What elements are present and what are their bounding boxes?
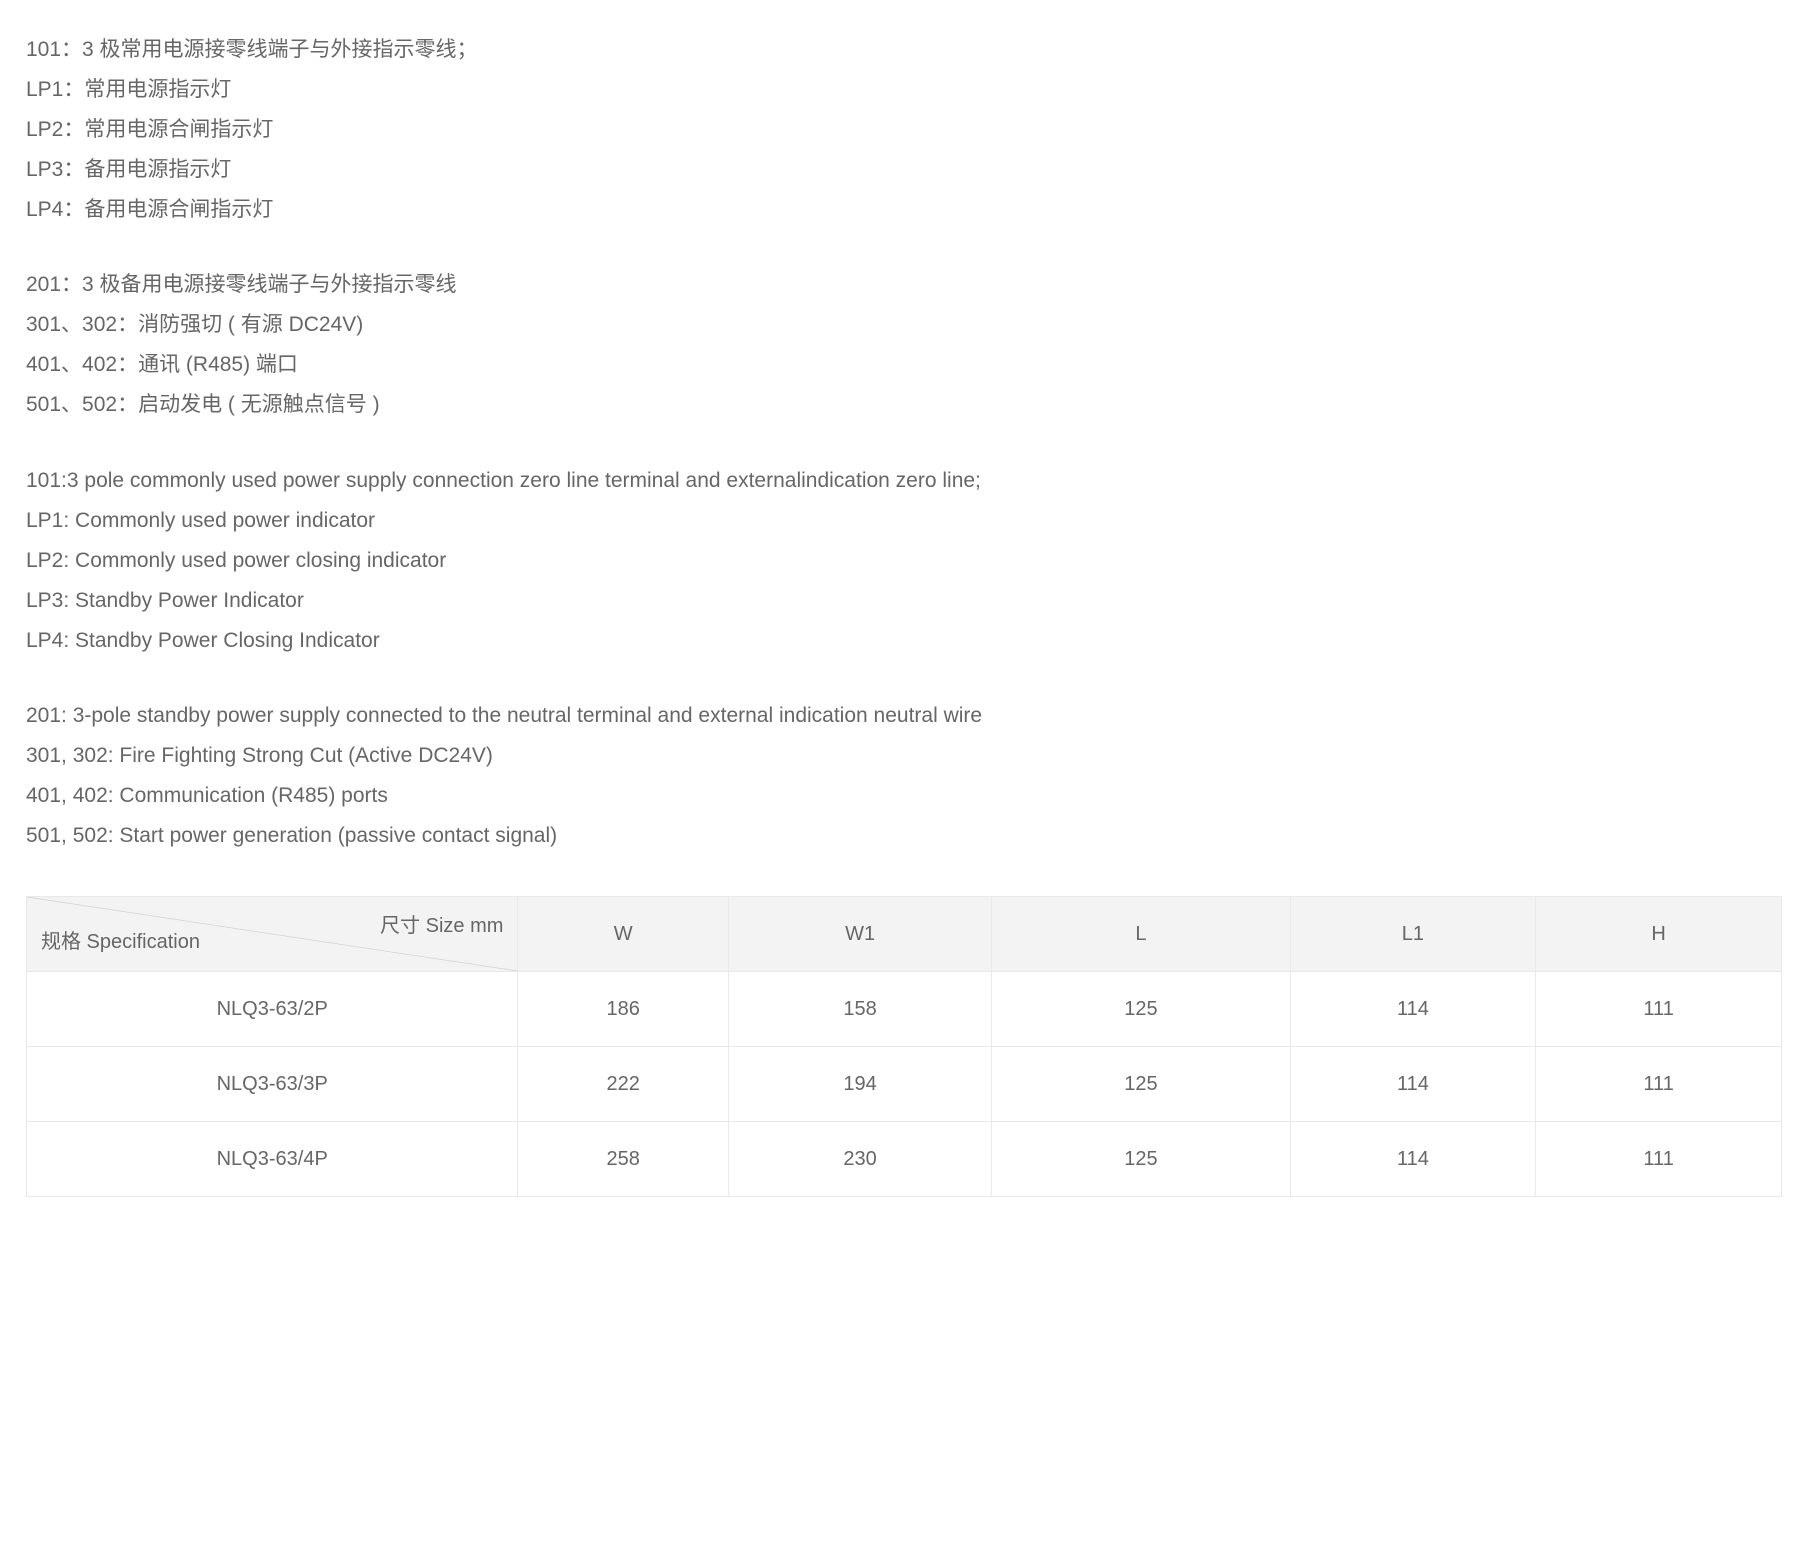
definitions-text: 101：3 极常用电源接零线端子与外接指示零线；LP1：常用电源指示灯LP2：常…	[26, 30, 1782, 856]
value-cell: 222	[518, 1047, 729, 1122]
text-line: 401、402：通讯 (R485) 端口	[26, 345, 1782, 385]
value-cell: 114	[1290, 972, 1536, 1047]
text-line: 401, 402: Communication (R485) ports	[26, 776, 1782, 816]
value-cell: 111	[1536, 1047, 1782, 1122]
table-header-cell: L1	[1290, 897, 1536, 972]
text-line: 301、302：消防强切 ( 有源 DC24V)	[26, 305, 1782, 345]
spec-cell: NLQ3-63/3P	[27, 1047, 518, 1122]
text-line: 501, 502: Start power generation (passiv…	[26, 816, 1782, 856]
text-line: 101:3 pole commonly used power supply co…	[26, 461, 1782, 501]
table-header-row: 尺寸 Size mm 规格 Specification WW1LL1H	[27, 897, 1782, 972]
table-row: NLQ3-63/2P186158125114111	[27, 972, 1782, 1047]
text-line: 201: 3-pole standby power supply connect…	[26, 696, 1782, 736]
value-cell: 194	[728, 1047, 991, 1122]
value-cell: 230	[728, 1122, 991, 1197]
text-line: LP3: Standby Power Indicator	[26, 581, 1782, 621]
table-header-diagonal: 尺寸 Size mm 规格 Specification	[27, 897, 518, 972]
value-cell: 186	[518, 972, 729, 1047]
value-cell: 114	[1290, 1047, 1536, 1122]
table-row: NLQ3-63/4P258230125114111	[27, 1122, 1782, 1197]
diag-top-label: 尺寸 Size mm	[380, 907, 503, 945]
value-cell: 125	[992, 1047, 1290, 1122]
value-cell: 125	[992, 1122, 1290, 1197]
text-line: LP3：备用电源指示灯	[26, 150, 1782, 190]
diag-bottom-label: 规格 Specification	[41, 923, 200, 961]
table-header-cell: H	[1536, 897, 1782, 972]
spec-cell: NLQ3-63/2P	[27, 972, 518, 1047]
text-line: LP4: Standby Power Closing Indicator	[26, 621, 1782, 661]
text-line: LP2：常用电源合闸指示灯	[26, 110, 1782, 150]
value-cell: 111	[1536, 1122, 1782, 1197]
text-line: 201：3 极备用电源接零线端子与外接指示零线	[26, 265, 1782, 305]
text-block: 101：3 极常用电源接零线端子与外接指示零线；LP1：常用电源指示灯LP2：常…	[26, 30, 1782, 229]
table-row: NLQ3-63/3P222194125114111	[27, 1047, 1782, 1122]
text-block: 201：3 极备用电源接零线端子与外接指示零线301、302：消防强切 ( 有源…	[26, 265, 1782, 425]
text-block: 101:3 pole commonly used power supply co…	[26, 461, 1782, 660]
text-line: 101：3 极常用电源接零线端子与外接指示零线；	[26, 30, 1782, 70]
text-block: 201: 3-pole standby power supply connect…	[26, 696, 1782, 856]
text-line: LP1：常用电源指示灯	[26, 70, 1782, 110]
table-header-cell: W1	[728, 897, 991, 972]
table-header-cell: L	[992, 897, 1290, 972]
value-cell: 114	[1290, 1122, 1536, 1197]
table-header-cell: W	[518, 897, 729, 972]
size-spec-table: 尺寸 Size mm 规格 Specification WW1LL1H NLQ3…	[26, 896, 1782, 1197]
spec-cell: NLQ3-63/4P	[27, 1122, 518, 1197]
value-cell: 125	[992, 972, 1290, 1047]
text-line: LP1: Commonly used power indicator	[26, 501, 1782, 541]
value-cell: 158	[728, 972, 991, 1047]
text-line: 301, 302: Fire Fighting Strong Cut (Acti…	[26, 736, 1782, 776]
text-line: LP4：备用电源合闸指示灯	[26, 190, 1782, 230]
value-cell: 258	[518, 1122, 729, 1197]
value-cell: 111	[1536, 972, 1782, 1047]
text-line: 501、502：启动发电 ( 无源触点信号 )	[26, 385, 1782, 425]
text-line: LP2: Commonly used power closing indicat…	[26, 541, 1782, 581]
